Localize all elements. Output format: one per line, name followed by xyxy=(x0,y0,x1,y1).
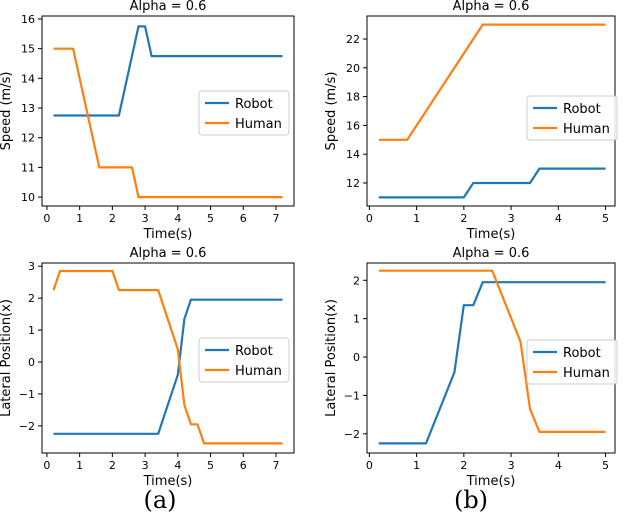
chart-panel-3: Alpha = 0.6 0 1 2 3 4 5 6 7 −2 −1 0 1 2 3 Time(s) Latera… xyxy=(0,246,295,489)
series-line-human xyxy=(53,47,283,199)
y-axis-label: Speed (m/s) xyxy=(0,72,14,151)
y-tick-label: 2 xyxy=(353,274,360,287)
y-tick-label: 16 xyxy=(21,13,35,26)
x-tick-label: 2 xyxy=(460,459,467,472)
y-tick-label: −2 xyxy=(344,428,360,441)
x-tick-label: 1 xyxy=(76,212,83,225)
x-tick-label: 4 xyxy=(555,459,562,472)
x-tick-label: 1 xyxy=(413,212,420,225)
y-tick-label: 12 xyxy=(21,132,35,145)
chart-title: Alpha = 0.6 xyxy=(130,0,207,14)
x-tick-label: 5 xyxy=(207,459,214,472)
y-tick-label: 15 xyxy=(21,43,35,56)
x-tick-label: 3 xyxy=(142,212,149,225)
x-tick-label: 2 xyxy=(109,459,116,472)
chart-title: Alpha = 0.6 xyxy=(453,246,530,261)
legend: Robot Human xyxy=(526,95,618,141)
plot-frame xyxy=(41,262,295,454)
x-tick-label: 4 xyxy=(174,459,181,472)
x-tick-label: 7 xyxy=(273,459,280,472)
chart-panel-1: Alpha = 0.60 1 2 3 4 5 6 710111213141516Time(s)… xyxy=(0,0,295,242)
x-tick-label: 1 xyxy=(413,459,420,472)
series-line-human xyxy=(52,269,283,445)
legend: Robot Human xyxy=(198,337,290,383)
y-tick-label: 0 xyxy=(353,351,360,364)
caption-b: (b) xyxy=(454,486,488,514)
chart-title: Alpha = 0.6 xyxy=(130,246,207,261)
legend-label-human: Human xyxy=(563,366,610,381)
series-line-robot xyxy=(53,25,283,117)
y-tick-label: 3 xyxy=(28,260,35,273)
y-tick-label: 11 xyxy=(21,161,35,174)
x-axis-label: Time(s) xyxy=(143,474,193,489)
y-tick-label: 22 xyxy=(346,33,360,46)
legend-label-human: Human xyxy=(235,364,282,379)
x-tick-label: 0 xyxy=(43,212,50,225)
y-tick-label: 1 xyxy=(28,324,35,337)
y-tick-label: −1 xyxy=(344,389,360,402)
y-tick-label: 20 xyxy=(346,62,360,75)
y-tick-label: 13 xyxy=(21,102,35,115)
legend-label-human: Human xyxy=(235,117,282,132)
x-tick-label: 3 xyxy=(508,459,515,472)
x-tick-label: 0 xyxy=(43,459,50,472)
legend-label-robot: Robot xyxy=(563,102,601,117)
x-tick-label: 5 xyxy=(602,212,609,225)
x-axis-label: Time(s) xyxy=(466,474,516,489)
series-line-robot xyxy=(378,281,606,445)
x-tick-label: 0 xyxy=(366,212,373,225)
x-tick-label: 2 xyxy=(109,212,116,225)
x-tick-label: 3 xyxy=(142,459,149,472)
legend-label-human: Human xyxy=(563,122,610,137)
y-tick-label: 0 xyxy=(28,356,35,369)
legend-label-robot: Robot xyxy=(235,344,273,359)
x-tick-label: 2 xyxy=(460,212,467,225)
y-axis-label: Speed (m/s) xyxy=(324,72,339,151)
y-tick-label: 10 xyxy=(21,191,35,204)
legend-label-robot: Robot xyxy=(235,97,273,112)
x-tick-label: 4 xyxy=(174,212,181,225)
x-tick-label: 0 xyxy=(366,459,373,472)
y-tick-label: −2 xyxy=(19,420,35,433)
y-tick-label: −1 xyxy=(19,388,35,401)
series-line-human xyxy=(378,23,606,141)
y-tick-label: 14 xyxy=(21,72,35,85)
series-line-human xyxy=(378,269,606,433)
caption-a: (a) xyxy=(143,486,176,514)
legend-label-robot: Robot xyxy=(563,346,601,361)
x-tick-label: 6 xyxy=(240,212,247,225)
y-tick-label: 14 xyxy=(346,148,360,161)
x-tick-label: 6 xyxy=(240,459,247,472)
legend: Robot Human xyxy=(526,339,618,385)
x-axis-label: Time(s) xyxy=(466,227,516,242)
x-tick-label: 3 xyxy=(508,212,515,225)
series-line-robot xyxy=(53,298,283,435)
y-tick-label: 16 xyxy=(346,119,360,132)
y-axis-label: Lateral Position(x) xyxy=(0,299,14,417)
y-tick-label: 18 xyxy=(346,91,360,104)
x-tick-label: 5 xyxy=(207,212,214,225)
y-tick-label: 12 xyxy=(346,177,360,190)
plot-frame xyxy=(41,15,295,207)
chart-panel-4: Alpha = 0.6 0 1 2 3 4 5 −2 −1 0 1 2 Time(s) Lateral P… xyxy=(324,246,618,489)
x-tick-label: 1 xyxy=(76,459,83,472)
x-tick-label: 5 xyxy=(602,459,609,472)
chart-panel-2: Alpha = 0.60 1 2 3 4 5121416182022Time(s)Spee… xyxy=(324,0,618,242)
x-tick-label: 4 xyxy=(555,212,562,225)
y-axis-label: Lateral Position(x) xyxy=(324,299,339,417)
legend: Robot Human xyxy=(198,90,290,136)
y-tick-label: 1 xyxy=(353,313,360,326)
x-axis-label: Time(s) xyxy=(143,227,193,242)
chart-title: Alpha = 0.6 xyxy=(453,0,530,14)
series-line-robot xyxy=(378,167,606,199)
x-tick-label: 7 xyxy=(273,212,280,225)
y-tick-label: 2 xyxy=(28,292,35,305)
